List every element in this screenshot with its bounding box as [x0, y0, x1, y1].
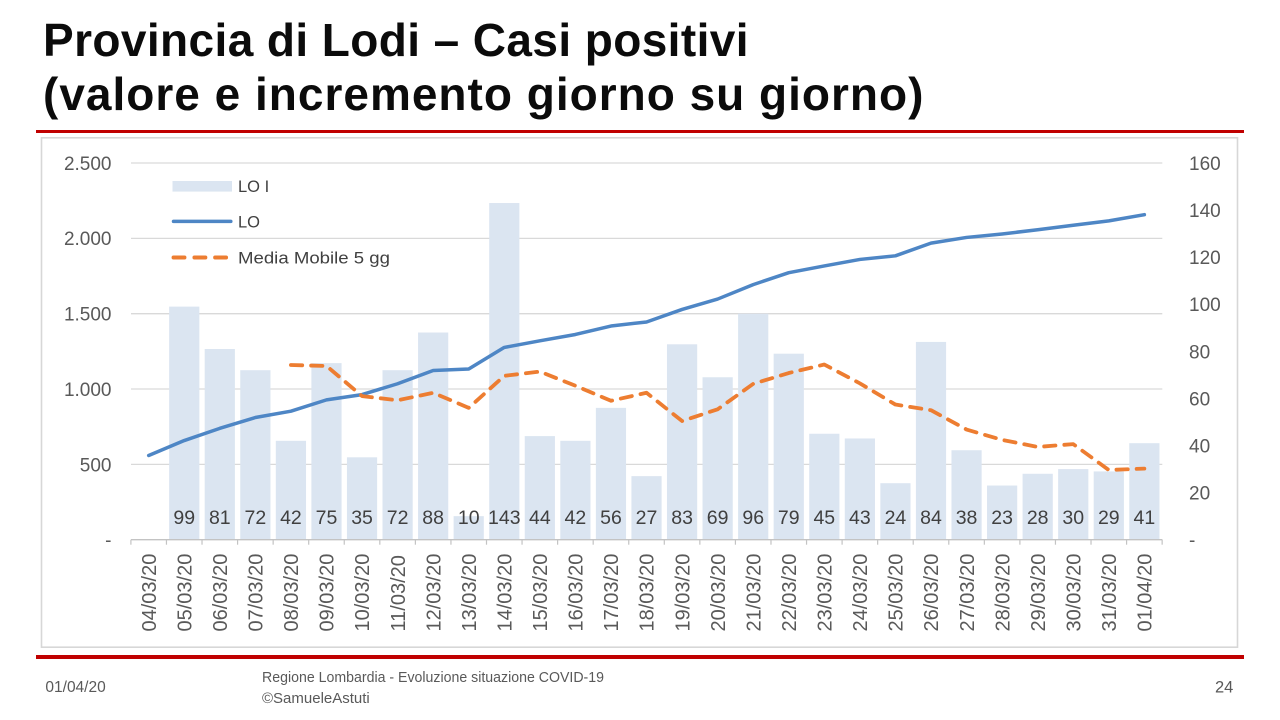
svg-text:LO I: LO I [238, 178, 269, 196]
svg-text:23: 23 [991, 507, 1013, 529]
svg-text:24/03/20: 24/03/20 [850, 554, 872, 632]
svg-text:72: 72 [245, 507, 267, 529]
svg-text:-: - [1189, 531, 1195, 552]
svg-text:41: 41 [1134, 507, 1156, 529]
svg-text:27/03/20: 27/03/20 [957, 554, 979, 632]
svg-text:2.000: 2.000 [64, 229, 112, 250]
svg-text:160: 160 [1189, 154, 1221, 175]
svg-text:30/03/20: 30/03/20 [1063, 554, 1085, 632]
svg-text:15/03/20: 15/03/20 [530, 554, 552, 632]
svg-text:42: 42 [280, 507, 302, 529]
svg-text:20/03/20: 20/03/20 [708, 554, 730, 632]
svg-text:45: 45 [813, 507, 835, 529]
svg-text:140: 140 [1189, 201, 1221, 222]
svg-text:05/03/20: 05/03/20 [174, 554, 196, 632]
svg-text:Media Mobile 5 gg: Media Mobile 5 gg [238, 249, 390, 267]
svg-text:01/04/20: 01/04/20 [45, 679, 106, 696]
svg-text:2.500: 2.500 [64, 154, 112, 175]
svg-text:38: 38 [956, 507, 978, 529]
svg-text:14/03/20: 14/03/20 [494, 554, 516, 632]
svg-text:06/03/20: 06/03/20 [210, 554, 232, 632]
svg-text:30: 30 [1062, 507, 1084, 529]
svg-text:07/03/20: 07/03/20 [246, 554, 268, 632]
svg-text:23/03/20: 23/03/20 [815, 554, 837, 632]
svg-text:24: 24 [885, 507, 907, 529]
svg-text:20: 20 [1189, 484, 1210, 505]
svg-text:1.500: 1.500 [64, 305, 112, 326]
svg-text:120: 120 [1189, 248, 1221, 269]
svg-text:84: 84 [920, 507, 942, 529]
svg-text:99: 99 [173, 507, 195, 529]
svg-text:01/04/20: 01/04/20 [1135, 554, 1157, 632]
svg-text:80: 80 [1189, 342, 1210, 363]
svg-text:Regione Lombardia - Evoluzione: Regione Lombardia - Evoluzione situazion… [262, 669, 604, 686]
svg-text:26/03/20: 26/03/20 [921, 554, 943, 632]
svg-text:35: 35 [351, 507, 373, 529]
svg-text:72: 72 [387, 507, 409, 529]
svg-text:143: 143 [488, 507, 521, 529]
svg-text:1.000: 1.000 [64, 380, 112, 401]
svg-text:96: 96 [742, 507, 764, 529]
svg-text:LO: LO [238, 213, 260, 231]
svg-text:28: 28 [1027, 507, 1049, 529]
svg-text:24: 24 [1215, 679, 1233, 697]
svg-text:27: 27 [636, 507, 658, 529]
svg-text:-: - [105, 531, 111, 552]
svg-text:81: 81 [209, 507, 231, 529]
svg-text:42: 42 [565, 507, 587, 529]
svg-text:29: 29 [1098, 507, 1120, 529]
svg-text:100: 100 [1189, 295, 1221, 316]
svg-text:43: 43 [849, 507, 871, 529]
svg-text:56: 56 [600, 507, 622, 529]
svg-text:04/03/20: 04/03/20 [139, 554, 161, 632]
svg-text:21/03/20: 21/03/20 [743, 554, 765, 632]
svg-text:88: 88 [422, 507, 444, 529]
svg-text:83: 83 [671, 507, 693, 529]
svg-text:10/03/20: 10/03/20 [352, 554, 374, 632]
svg-text:79: 79 [778, 507, 800, 529]
svg-text:12/03/20: 12/03/20 [423, 554, 445, 632]
svg-text:10: 10 [458, 507, 480, 529]
svg-text:18/03/20: 18/03/20 [637, 554, 659, 632]
svg-text:75: 75 [316, 507, 338, 529]
svg-text:22/03/20: 22/03/20 [779, 554, 801, 632]
svg-text:40: 40 [1189, 436, 1210, 457]
svg-text:13/03/20: 13/03/20 [459, 554, 481, 632]
svg-text:500: 500 [80, 455, 112, 476]
svg-text:25/03/20: 25/03/20 [886, 554, 908, 632]
svg-text:28/03/20: 28/03/20 [992, 554, 1014, 632]
svg-text:©SamueleAstuti: ©SamueleAstuti [262, 690, 370, 707]
svg-text:09/03/20: 09/03/20 [317, 554, 339, 632]
svg-text:11/03/20: 11/03/20 [388, 555, 410, 631]
svg-text:08/03/20: 08/03/20 [281, 554, 303, 632]
svg-text:60: 60 [1189, 389, 1210, 410]
svg-text:19/03/20: 19/03/20 [672, 554, 694, 632]
svg-text:31/03/20: 31/03/20 [1099, 554, 1121, 632]
svg-text:29/03/20: 29/03/20 [1028, 554, 1050, 632]
svg-text:17/03/20: 17/03/20 [601, 554, 623, 632]
svg-text:16/03/20: 16/03/20 [566, 554, 588, 632]
svg-text:69: 69 [707, 507, 729, 529]
svg-text:44: 44 [529, 507, 551, 529]
